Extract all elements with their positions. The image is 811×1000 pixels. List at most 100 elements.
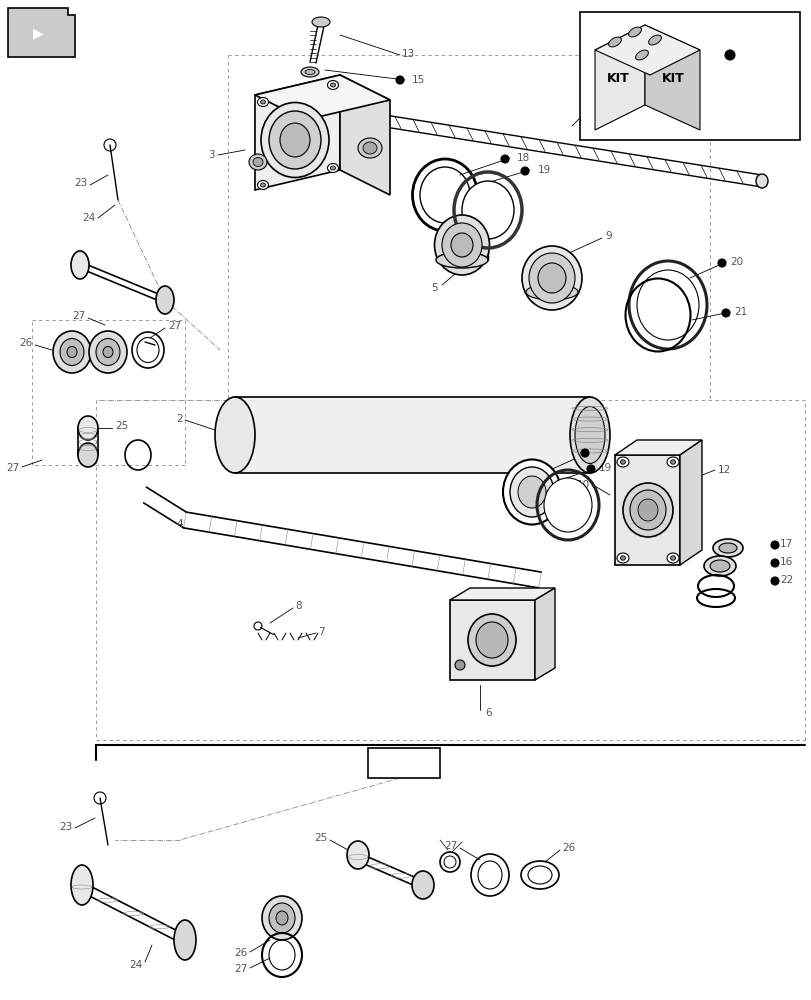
Text: = 14: = 14 [741,50,768,60]
Circle shape [454,660,465,670]
Ellipse shape [71,251,89,279]
Polygon shape [594,25,699,75]
Circle shape [396,76,404,84]
Ellipse shape [620,556,624,560]
Ellipse shape [569,397,609,473]
Ellipse shape [475,622,508,658]
Text: KIT: KIT [606,72,629,85]
Text: 20: 20 [729,257,742,267]
Ellipse shape [666,457,678,467]
Text: 17: 17 [779,539,792,549]
Ellipse shape [538,263,565,293]
Ellipse shape [363,142,376,154]
Polygon shape [614,440,702,455]
Polygon shape [644,25,699,130]
Ellipse shape [330,166,335,170]
Circle shape [724,50,734,60]
Ellipse shape [78,443,98,467]
Ellipse shape [709,560,729,572]
Ellipse shape [450,233,473,257]
Ellipse shape [636,270,698,340]
Ellipse shape [257,181,268,190]
Polygon shape [8,8,75,57]
Ellipse shape [411,871,433,899]
Ellipse shape [67,347,77,358]
Ellipse shape [330,83,335,87]
Ellipse shape [608,37,620,47]
Text: 25: 25 [115,421,128,431]
Ellipse shape [718,543,736,553]
Ellipse shape [436,252,487,268]
Ellipse shape [502,460,560,524]
Ellipse shape [517,476,545,508]
Polygon shape [579,12,799,140]
Text: 3: 3 [208,150,215,160]
Ellipse shape [327,164,338,173]
Ellipse shape [543,478,591,532]
Ellipse shape [311,17,329,27]
Ellipse shape [703,556,735,576]
Text: 18: 18 [591,447,604,457]
Ellipse shape [103,347,113,358]
Ellipse shape [96,338,120,365]
Text: 26: 26 [561,843,574,853]
Text: 27: 27 [444,841,457,851]
Text: 2: 2 [176,414,182,424]
Circle shape [581,449,588,457]
Ellipse shape [628,27,641,37]
Text: 23: 23 [75,178,88,188]
Ellipse shape [89,331,127,373]
Text: 15: 15 [411,75,425,85]
Text: 26: 26 [234,948,247,958]
Text: 24: 24 [130,960,143,970]
Text: 27: 27 [6,463,20,473]
Ellipse shape [670,460,675,464]
Ellipse shape [441,223,482,267]
Ellipse shape [249,154,267,170]
Circle shape [770,559,778,567]
Polygon shape [679,440,702,565]
Ellipse shape [526,284,577,300]
Text: 26: 26 [19,338,33,348]
Circle shape [500,155,508,163]
Ellipse shape [616,553,629,563]
Ellipse shape [260,183,265,187]
Ellipse shape [215,397,255,473]
Ellipse shape [528,253,574,303]
Ellipse shape [467,614,515,666]
Ellipse shape [629,490,665,530]
Ellipse shape [712,539,742,557]
Circle shape [770,541,778,549]
Ellipse shape [637,499,657,521]
Ellipse shape [301,67,319,77]
Ellipse shape [78,416,98,440]
Text: 19: 19 [599,463,611,473]
Polygon shape [255,75,340,190]
Text: 13: 13 [401,49,414,59]
Text: 7: 7 [318,627,324,637]
Ellipse shape [648,35,661,45]
Text: 5: 5 [431,283,437,293]
Circle shape [586,465,594,473]
Text: 10: 10 [576,480,590,490]
Text: 19: 19 [538,165,551,175]
Text: 11: 11 [591,100,604,110]
Text: 23: 23 [60,822,73,832]
Ellipse shape [53,331,91,373]
Ellipse shape [635,50,648,60]
Polygon shape [367,748,440,778]
Text: 1: 1 [400,756,407,770]
Ellipse shape [620,460,624,464]
Text: 16: 16 [779,557,792,567]
Polygon shape [255,75,389,120]
Circle shape [770,577,778,585]
Ellipse shape [253,158,263,167]
Text: 8: 8 [294,601,301,611]
Ellipse shape [280,123,310,157]
Text: 24: 24 [83,213,96,223]
Text: 27: 27 [73,311,86,321]
Ellipse shape [670,556,675,560]
Ellipse shape [461,181,513,239]
Ellipse shape [262,896,302,940]
Ellipse shape [71,865,93,905]
